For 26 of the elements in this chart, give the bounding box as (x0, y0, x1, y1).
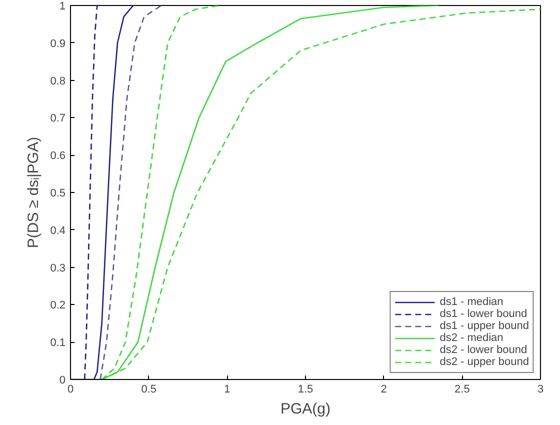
y-tick-label: 0.8 (50, 75, 66, 88)
legend-label: ds1 - median (440, 296, 504, 308)
legend-label: ds2 - lower bound (440, 344, 528, 356)
legend-label: ds2 - upper bound (440, 356, 529, 368)
y-tick-label: 0.9 (50, 38, 66, 50)
x-tick-label: 1.5 (298, 384, 314, 396)
y-tick-label: 0.2 (50, 300, 66, 312)
x-axis-title: PGA(g) (280, 400, 331, 418)
x-tick-label: 1 (224, 384, 230, 396)
x-tick-label: 0.5 (141, 384, 156, 396)
y-tick-label: 0.6 (50, 150, 66, 162)
y-tick-label: 0.3 (50, 262, 66, 274)
x-tick-label: 0 (67, 384, 74, 396)
y-tick-label: 0.5 (50, 188, 66, 200)
y-tick-label: 0 (59, 374, 66, 386)
y-axis-title: P(DS ≥ dsᵢ|PGA) (25, 136, 42, 248)
y-tick-label: 0.4 (50, 224, 66, 237)
x-tick-label: 2 (380, 384, 387, 396)
y-tick-label: 0.7 (50, 112, 66, 125)
x-tick-label: 3 (537, 384, 544, 396)
y-tick-label: 0.1 (50, 337, 66, 350)
y-tick-label: 1 (59, 0, 66, 12)
legend-label: ds2 - median (440, 332, 504, 344)
x-tick-label: 2.5 (454, 384, 470, 396)
legend-label: ds1 - lower bound (440, 308, 528, 320)
legend-label: ds1 - upper bound (440, 320, 529, 332)
